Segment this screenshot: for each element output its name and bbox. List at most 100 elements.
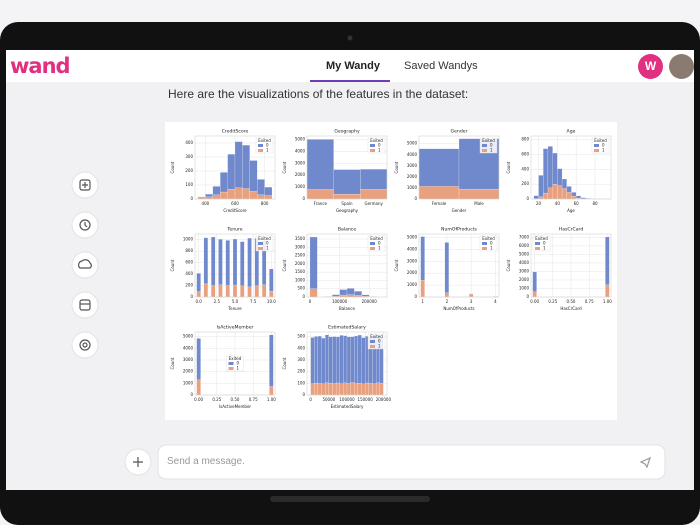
bar	[335, 382, 340, 396]
y-axis-label: Count	[282, 161, 287, 173]
bar	[310, 337, 315, 384]
profile-photo[interactable]	[669, 54, 694, 79]
logo[interactable]: wand	[10, 54, 71, 78]
legend-title: Exited	[370, 138, 383, 143]
bar	[547, 146, 553, 188]
chart-title: Geography	[334, 129, 360, 135]
legend-title: Exited	[482, 138, 495, 143]
x-axis-label: Geography	[336, 208, 359, 213]
x-tick-label: Spain	[341, 201, 353, 206]
bar	[254, 285, 259, 298]
y-tick-label: 1000	[519, 285, 530, 290]
y-tick-label: 600	[185, 260, 193, 265]
bar	[458, 188, 500, 200]
y-axis-label: Count	[506, 161, 511, 173]
sidebar-settings[interactable]	[71, 331, 99, 359]
tab-saved-wandys[interactable]: Saved Wandys	[404, 60, 478, 72]
bar	[557, 185, 563, 200]
y-tick-label: 800	[185, 248, 193, 253]
plot-frame	[194, 233, 276, 298]
bar	[328, 336, 333, 384]
bar	[561, 188, 567, 200]
sidebar-cloud[interactable]	[71, 251, 99, 279]
x-axis-label: Balance	[339, 306, 355, 311]
legend-swatch	[482, 247, 487, 250]
bar	[314, 336, 319, 384]
y-tick-label: 4000	[407, 246, 418, 251]
y-tick-label: 4000	[295, 148, 306, 153]
x-tick-label: 200000	[362, 299, 378, 304]
y-tick-label: 5000	[183, 334, 194, 339]
legend-swatch	[370, 247, 375, 250]
x-tick-label: 100000	[339, 397, 355, 402]
y-tick-label: 2000	[407, 270, 418, 275]
y-tick-label: 5000	[295, 137, 306, 142]
bar	[321, 337, 326, 384]
bar	[306, 189, 334, 200]
bar	[328, 383, 333, 396]
tab-my-wandy[interactable]: My Wandy	[326, 60, 380, 72]
bar	[532, 271, 537, 292]
bar	[310, 383, 315, 396]
input-placeholder: Send a message.	[167, 456, 245, 467]
y-tick-label: 2500	[295, 253, 306, 258]
chart: Gender Gender Count 0 1000 2000 3000 4000 5000 Fe…	[394, 129, 500, 213]
bar	[444, 292, 449, 298]
y-tick-label: 1000	[295, 184, 306, 189]
legend-swatch	[594, 149, 599, 152]
x-tick-label: 0.25	[212, 397, 221, 402]
x-tick-label: 0.75	[585, 299, 594, 304]
y-tick-label: 1000	[407, 282, 418, 287]
x-tick-label: 0.00	[194, 397, 203, 402]
legend-swatch	[370, 345, 375, 348]
bar	[552, 184, 558, 200]
bar	[242, 145, 250, 189]
bar	[543, 192, 549, 200]
message-input[interactable]	[157, 444, 666, 480]
bar	[361, 294, 370, 297]
y-tick-label: 3000	[407, 258, 418, 263]
bar	[314, 382, 319, 396]
x-tick-label: 100000	[332, 299, 348, 304]
x-tick-label: 0.50	[231, 397, 240, 402]
bar	[343, 382, 348, 396]
bar	[211, 285, 216, 298]
bar	[354, 335, 359, 384]
legend-swatch	[482, 242, 487, 245]
legend-swatch	[228, 367, 234, 370]
legend-swatch	[370, 340, 375, 343]
x-axis-label: CreditScore	[223, 208, 247, 213]
bar	[321, 383, 326, 396]
x-axis-label: EstimatedSalary	[331, 404, 364, 409]
chart-title: Age	[567, 129, 576, 135]
legend-title: Exited	[258, 236, 271, 241]
y-axis-label: Count	[394, 259, 399, 271]
x-tick-label: 400	[202, 201, 210, 206]
x-tick-label: 80	[592, 201, 598, 206]
bar	[234, 187, 243, 200]
bar	[306, 139, 334, 190]
chart: NumOfProducts NumOfProducts Count 0 1000 2000…	[394, 227, 500, 311]
legend-title: Exited	[370, 236, 383, 241]
legend-swatch	[482, 144, 487, 147]
bar	[332, 383, 337, 396]
bar	[418, 186, 460, 200]
x-tick-label: 7.5	[250, 299, 257, 304]
sidebar-calendar[interactable]	[71, 291, 99, 319]
legend-label: 1	[237, 366, 240, 371]
bar	[444, 242, 449, 293]
x-tick-label: 0.75	[249, 397, 258, 402]
bar	[264, 186, 273, 196]
legend-label: 1	[378, 246, 381, 251]
x-axis-label: Gender	[452, 208, 467, 213]
legend-label: 0	[602, 143, 605, 148]
legend-label: 1	[490, 246, 493, 251]
bar	[561, 178, 567, 189]
bar	[361, 383, 366, 396]
y-tick-label: 200	[185, 283, 193, 288]
avatar[interactable]: W	[638, 54, 663, 79]
bar	[218, 239, 223, 285]
bar	[346, 294, 355, 298]
bar	[317, 335, 322, 384]
bar	[196, 379, 201, 396]
